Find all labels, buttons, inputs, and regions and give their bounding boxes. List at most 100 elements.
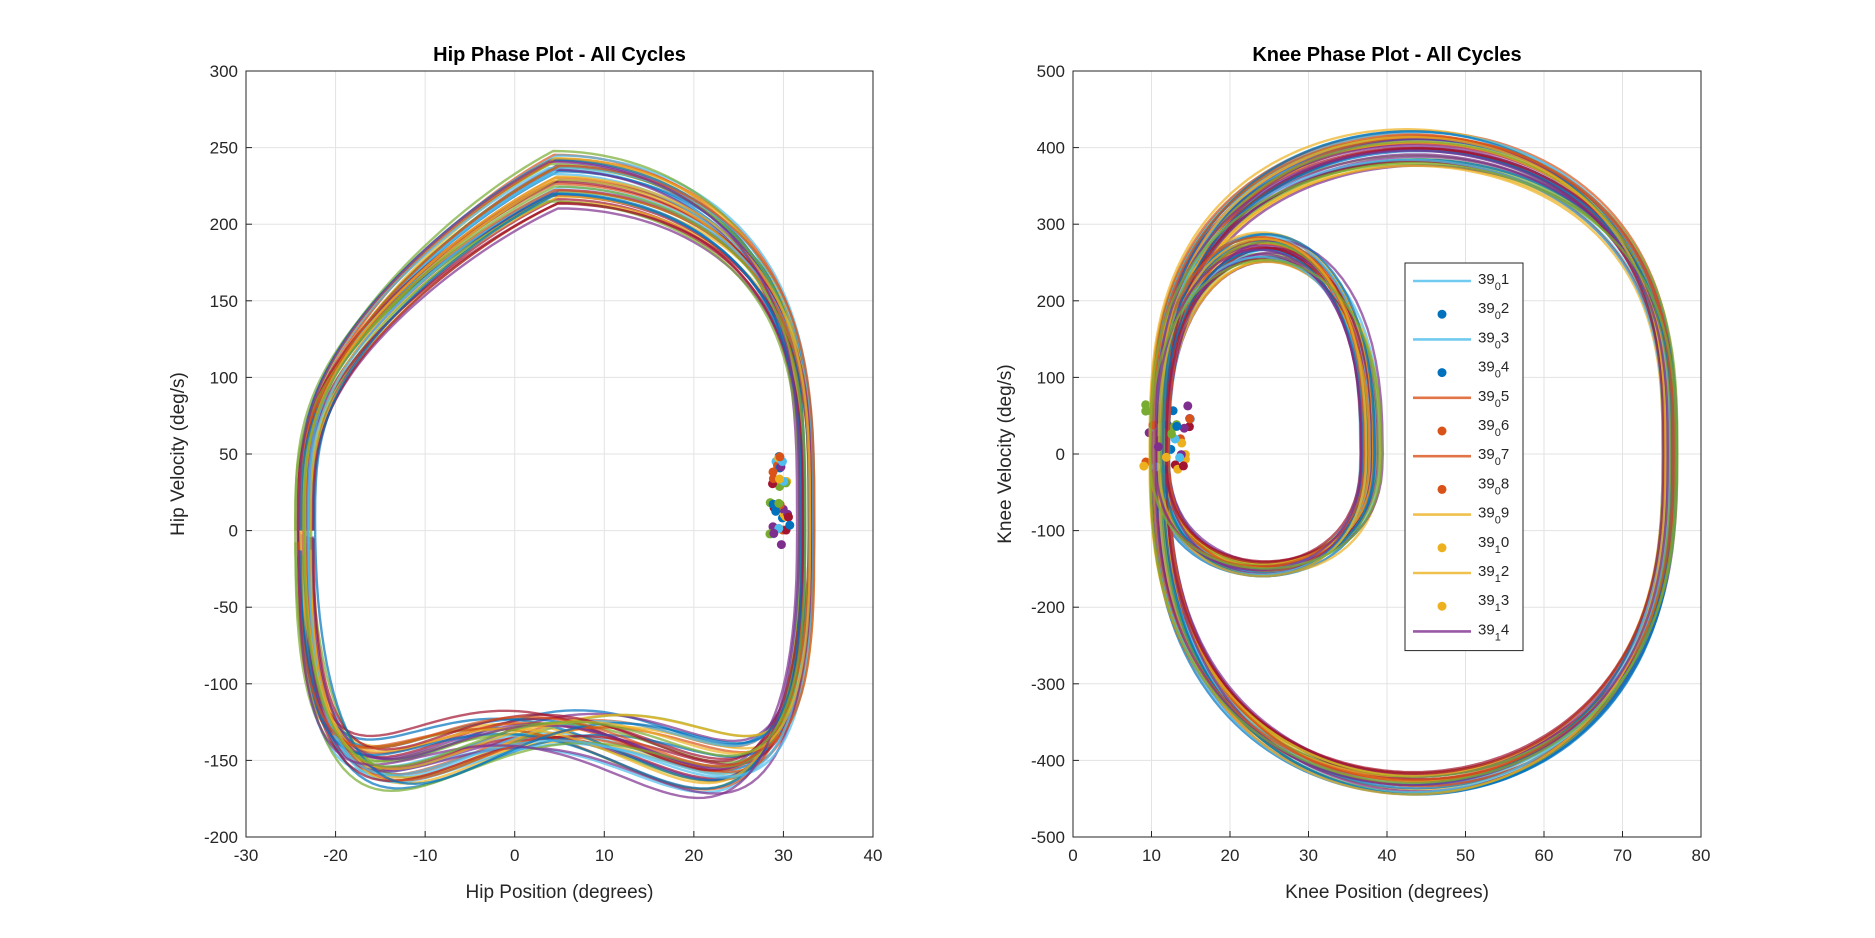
knee-legend-label-main: 39 (1478, 329, 1495, 346)
hip-cycle-curve (313, 192, 803, 786)
hip-x-tick-label: -20 (323, 846, 348, 865)
hip-x-tick-label: -10 (413, 846, 438, 865)
knee-x-tick-label: 0 (1068, 846, 1077, 865)
knee-legend-entry: 3901 (1413, 271, 1509, 293)
knee-cycle-start-marker (1153, 442, 1163, 452)
knee-legend-label-main: 39 (1478, 446, 1495, 463)
knee-legend-label: 3904 (1478, 359, 1509, 381)
knee-legend-label-main: 39 (1478, 563, 1495, 580)
hip-cycle-curves (294, 149, 816, 800)
knee-cycle-start-marker (1139, 461, 1149, 471)
knee-legend-label-suffix: 3 (1501, 592, 1509, 609)
hip-y-tick-label: -150 (204, 751, 238, 770)
knee-cycle-curve (1149, 162, 1678, 785)
knee-legend-dot-swatch (1437, 368, 1447, 378)
hip-cycle-start-marker (775, 452, 785, 462)
knee-x-tick-label: 50 (1456, 846, 1475, 865)
knee-cycle-start-marker (1183, 401, 1193, 411)
knee-x-tick-label: 30 (1299, 846, 1318, 865)
knee-cycle-start-marker (1141, 400, 1151, 410)
knee-legend-label: 3906 (1478, 417, 1509, 439)
hip-chart-title: Hip Phase Plot - All Cycles (433, 44, 686, 66)
knee-legend-label: 3905 (1478, 388, 1509, 410)
hip-cycle-start-marker (774, 498, 784, 508)
knee-cycle-start-marker (1141, 406, 1151, 416)
hip-cycle-curve (302, 185, 807, 768)
knee-y-tick-label: 400 (1037, 139, 1065, 158)
knee-legend-label-main: 39 (1478, 475, 1495, 492)
knee-legend-label: 3914 (1478, 621, 1509, 643)
knee-legend-label-subscript: 0 (1495, 310, 1501, 322)
hip-cycle-start-marker (783, 512, 793, 522)
knee-legend-dot-swatch (1437, 426, 1447, 436)
knee-legend-entry: 3904 (1437, 359, 1509, 381)
knee-legend-dot-swatch (1437, 484, 1447, 494)
knee-legend-label-subscript: 0 (1495, 369, 1501, 381)
knee-y-tick-label: -400 (1031, 751, 1065, 770)
knee-legend-entry: 3902 (1437, 300, 1509, 322)
knee-y-tick-label: -500 (1031, 828, 1065, 847)
knee-x-tick-label: 10 (1142, 846, 1161, 865)
hip-y-tick-label: 200 (210, 215, 238, 234)
knee-legend: 3901390239033904390539063907390839093910… (1404, 262, 1524, 652)
knee-legend-label-subscript: 1 (1495, 573, 1501, 585)
knee-legend-label-main: 39 (1478, 505, 1495, 522)
hip-y-tick-label: 50 (219, 445, 238, 464)
knee-legend-label-main: 39 (1478, 388, 1495, 405)
knee-legend-entry: 3913 (1437, 592, 1509, 614)
knee-legend-entry: 3912 (1413, 563, 1509, 585)
hip-cycle-curve (312, 201, 804, 763)
knee-x-tick-label: 70 (1613, 846, 1632, 865)
knee-legend-label-suffix: 0 (1501, 534, 1509, 551)
hip-cycle-curve (297, 160, 801, 800)
knee-legend-dot-swatch (1437, 601, 1447, 611)
knee-legend-label-main: 39 (1478, 300, 1495, 317)
knee-legend-entry: 3903 (1413, 329, 1509, 351)
knee-legend-label: 3909 (1478, 505, 1509, 527)
hip-x-tick-label: 40 (864, 846, 883, 865)
knee-cycle-curves (1139, 127, 1679, 796)
knee-legend-label-suffix: 4 (1501, 621, 1509, 638)
knee-legend-label-subscript: 1 (1495, 631, 1501, 643)
knee-cycle-curve (1162, 164, 1664, 777)
knee-cycle-start-marker (1177, 438, 1187, 448)
knee-legend-label-main: 39 (1478, 621, 1495, 638)
hip-phase-plot: -30 -20 -10 0 10 20 30 40-200-150-100-500501001… (168, 44, 882, 903)
knee-legend-entry: 3909 (1413, 505, 1509, 527)
hip-y-tick-label: 0 (229, 522, 238, 541)
knee-legend-entry: 3914 (1413, 621, 1509, 643)
knee-x-tick-label: 80 (1692, 846, 1711, 865)
knee-legend-label-suffix: 8 (1501, 475, 1509, 492)
knee-legend-label: 3913 (1478, 592, 1509, 614)
hip-y-tick-label: 150 (210, 292, 238, 311)
knee-legend-entry: 3907 (1413, 446, 1509, 468)
knee-legend-label-subscript: 0 (1495, 515, 1501, 527)
knee-cycle-start-marker (1166, 429, 1176, 439)
knee-legend-label-subscript: 0 (1495, 398, 1501, 410)
knee-legend-label: 3903 (1478, 329, 1509, 351)
hip-y-tick-label: -50 (213, 598, 238, 617)
knee-y-tick-label: 300 (1037, 215, 1065, 234)
knee-legend-label-main: 39 (1478, 592, 1495, 609)
hip-cycle-start-marker (771, 506, 781, 516)
knee-cycle-start-marker (1185, 414, 1195, 424)
knee-legend-dot-swatch (1437, 309, 1447, 319)
knee-legend-label-suffix: 9 (1501, 505, 1509, 522)
hip-cycle-curve (304, 164, 816, 782)
knee-legend-label: 3901 (1478, 271, 1509, 293)
knee-y-tick-label: 500 (1037, 62, 1065, 81)
knee-cycle-start-marker (1175, 453, 1185, 463)
knee-legend-entry: 3910 (1437, 534, 1509, 556)
knee-x-axis-label: Knee Position (degrees) (1285, 882, 1489, 903)
knee-legend-label-suffix: 4 (1501, 359, 1509, 376)
knee-cycle-start-marker (1172, 421, 1182, 431)
knee-phase-plot: 0 10 20 30 40 50 60 70 80-500-400-300-200-100010… (995, 44, 1710, 903)
knee-legend-entry: 3906 (1437, 417, 1509, 439)
knee-y-tick-label: 200 (1037, 292, 1065, 311)
knee-legend-entry: 3908 (1437, 475, 1509, 497)
knee-cycle-curve (1152, 134, 1674, 782)
knee-x-tick-label: 60 (1535, 846, 1554, 865)
hip-x-axis-label: Hip Position (degrees) (466, 882, 654, 903)
knee-legend-label-main: 39 (1478, 534, 1495, 551)
